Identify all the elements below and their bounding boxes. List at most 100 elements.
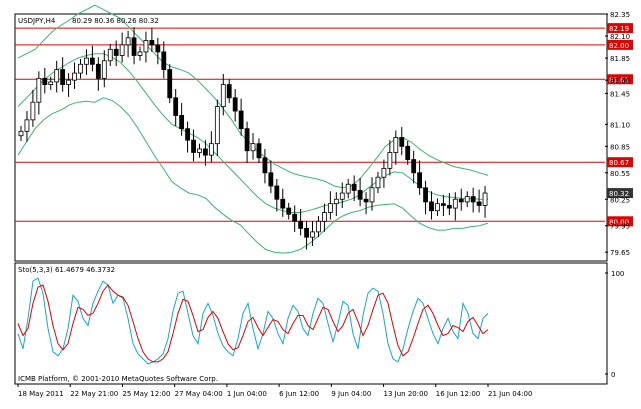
candle-body (274, 185, 280, 200)
candle-body (375, 176, 381, 189)
candle-body (161, 51, 167, 70)
candle-body (369, 187, 375, 203)
level-label: 81.61 (609, 76, 629, 84)
candle-body (292, 213, 298, 222)
level-label-bg (607, 23, 633, 34)
candle-body (66, 79, 71, 85)
level-label-bg (607, 39, 633, 50)
candle-body (244, 128, 250, 152)
candle-body (470, 196, 476, 203)
x-tick-label: 22 May 21:00 (70, 390, 118, 398)
candle-body (256, 143, 262, 159)
candle-body (405, 145, 411, 160)
x-tick-label: 13 Jun 20:00 (384, 390, 428, 398)
candle-body (452, 198, 458, 209)
candle-body (458, 198, 464, 203)
candle-body (298, 220, 304, 229)
candle-body (464, 196, 470, 203)
time-axis: 18 May 2011 22 May 21:00 25 May 12:00 27 Ma… (17, 384, 532, 398)
candle-body (72, 72, 77, 81)
candle-body (185, 128, 190, 141)
candle-body (173, 97, 179, 116)
y-tick-label: 79.95 (610, 223, 630, 231)
candle-body (327, 203, 333, 213)
candle-body (417, 172, 423, 189)
candle-body (423, 187, 428, 203)
candle-body (78, 63, 83, 74)
ohlc-label: 80.29 80.36 80.26 80.32 (72, 17, 159, 25)
y-tick-label: 80.55 (610, 170, 630, 178)
horizontal-levels: 82.19 82.00 81.61 80.67 80.00 80.32 (15, 23, 633, 227)
candle-body (286, 207, 292, 215)
candle-body (18, 130, 24, 137)
x-tick-label: 9 Jun 04:00 (331, 390, 371, 398)
candle-body (220, 84, 226, 108)
price-axis: 82.35 82.10 81.85 81.60 81.45 81.10 80.85 80.55… (605, 11, 630, 379)
candle-body (476, 201, 482, 206)
level-label-bg (607, 216, 633, 227)
candle-body (280, 198, 286, 209)
candle-body (381, 167, 387, 178)
level-label: 82.00 (609, 42, 629, 50)
candle-body (357, 190, 363, 200)
y-tick-label: 81.85 (610, 55, 630, 63)
candle-body (42, 77, 48, 85)
candle-body (429, 201, 434, 212)
x-tick-label: 27 May 04:00 (175, 390, 223, 398)
stochastic-title: Sto(5,3,3) 61.4679 46.3732 (18, 266, 115, 274)
candle-body (143, 40, 149, 53)
level-label: 82.19 (609, 25, 629, 33)
candle-body (214, 106, 220, 145)
candle-body (125, 37, 131, 46)
candle-body (333, 198, 339, 205)
candle-body (179, 115, 185, 130)
candle-body (208, 143, 214, 156)
x-tick-label: 1 Jun 04:00 (227, 390, 267, 398)
candle-body (393, 137, 399, 153)
candle-body (84, 57, 89, 65)
current-price-label: 80.32 (609, 190, 629, 198)
osc-tick-label: 100 (611, 270, 624, 278)
bollinger-lower-line (17, 97, 489, 254)
x-tick-label: 16 Jun 12:00 (436, 390, 480, 398)
osc-tick-label: 0 (611, 371, 615, 379)
candle-body (268, 172, 274, 187)
candle-body (387, 152, 393, 169)
candle-body (119, 44, 125, 56)
candle-body (310, 231, 315, 238)
candle-body (304, 227, 309, 238)
candle-body (60, 69, 66, 85)
candle-body (345, 183, 351, 194)
candle-body (411, 159, 417, 174)
candle-body (322, 212, 327, 222)
candle-body (131, 37, 137, 56)
copyright-label: ICMB Platform, © 2001-2010 MetaQuotes So… (18, 375, 218, 383)
candle-body (232, 97, 238, 112)
y-tick-label: 81.10 (610, 121, 630, 129)
candle-body (167, 69, 173, 99)
candle-body (48, 81, 54, 85)
level-label-bg (607, 157, 633, 168)
stochastic-main-line (17, 277, 489, 365)
x-tick-label: 25 May 12:00 (122, 390, 170, 398)
candle-body (339, 192, 345, 200)
candle-body (250, 143, 256, 152)
candle-body (238, 110, 244, 130)
candle-body (399, 137, 405, 147)
candle-body (446, 205, 452, 209)
candle-body (155, 44, 161, 53)
candle-body (101, 60, 107, 79)
y-tick-label: 79.65 (610, 249, 630, 257)
candle-body (441, 203, 446, 206)
y-tick-label: 82.10 (610, 33, 630, 41)
y-tick-label: 82.35 (610, 11, 630, 19)
stochastic-signal-line (17, 284, 489, 363)
y-tick-label: 80.25 (610, 196, 630, 204)
bollinger-middle-line (17, 53, 488, 213)
candle-body (435, 203, 440, 212)
candle-body (89, 57, 95, 65)
candle-body (351, 183, 357, 191)
y-tick-label: 80.85 (610, 143, 630, 151)
